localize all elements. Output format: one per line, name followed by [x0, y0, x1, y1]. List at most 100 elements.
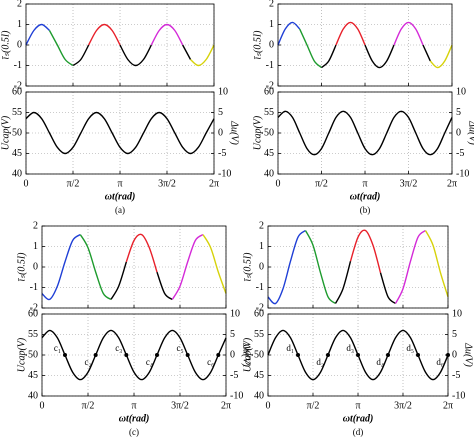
x-tick-label: 2π — [221, 401, 231, 412]
y-tick-label: -2 — [30, 303, 38, 314]
y-tick-label: 45 — [28, 370, 38, 381]
x-axis-label: ωt(rad) — [343, 414, 374, 425]
point-label: c₃ — [115, 343, 122, 353]
y-tick-label: 0 — [33, 262, 38, 273]
y2-tick-label: 10 — [218, 87, 228, 98]
x-tick-label: 3π/2 — [158, 179, 176, 190]
point-label: c₆ — [207, 357, 214, 367]
y-tick-label: 0 — [259, 262, 264, 273]
y-tick-label: 55 — [28, 329, 38, 340]
y-tick-label: 50 — [12, 128, 22, 139]
y-tick-label: 60 — [254, 309, 264, 320]
caption: (d) — [353, 427, 364, 437]
caption: (c) — [129, 427, 139, 437]
crossing-point — [124, 353, 129, 357]
y-tick-label: 2 — [33, 221, 38, 232]
crossing-point — [356, 353, 361, 357]
y-tick-label: 1 — [17, 19, 22, 30]
curve — [335, 21, 366, 46]
x-tick-label: π — [117, 179, 122, 190]
crossing-point — [295, 353, 300, 357]
curve — [202, 234, 227, 294]
curve — [182, 44, 192, 60]
curve — [364, 44, 395, 69]
y-tick-label: 60 — [28, 309, 38, 320]
point-label: c₂ — [85, 357, 92, 367]
y2-tick-label: 10 — [230, 309, 240, 320]
y-tick-label: -2 — [256, 303, 264, 314]
x-tick-label: π/2 — [67, 179, 80, 190]
y-tick-label: 55 — [264, 107, 274, 118]
y2-axis-label: Δu(V) — [229, 120, 240, 145]
y-axis-label: Ucap(V) — [17, 337, 28, 372]
y-tick-label: 60 — [264, 87, 274, 98]
y-axis-label: īₛ(0.5I) — [253, 30, 264, 60]
x-tick-label: π/2 — [82, 401, 95, 412]
y2-axis-label: Δu(V) — [241, 342, 252, 367]
y-tick-label: 0 — [17, 40, 22, 51]
y-tick-label: 40 — [12, 169, 22, 180]
curve — [422, 44, 431, 62]
y2-tick-label: 5 — [230, 329, 235, 340]
y2-tick-label: 0 — [218, 128, 223, 139]
caption: (b) — [360, 205, 371, 215]
y-tick-label: 2 — [259, 221, 264, 232]
plot-frame — [277, 91, 453, 175]
y-tick-label: 45 — [254, 370, 264, 381]
point-label: d₅ — [406, 343, 414, 353]
y-tick-label: 0 — [269, 40, 274, 51]
y2-tick-label: 10 — [456, 87, 466, 98]
curve — [424, 230, 449, 298]
y2-tick-label: 0 — [456, 128, 461, 139]
curve — [48, 30, 74, 67]
curve — [334, 261, 352, 304]
y-tick-label: 1 — [259, 241, 264, 252]
curve — [119, 44, 152, 67]
y2-tick-label: 5 — [218, 107, 223, 118]
y-tick-label: 2 — [269, 0, 274, 10]
curve — [277, 21, 301, 46]
y-tick-label: 40 — [254, 391, 264, 402]
y2-tick-label: -10 — [456, 169, 469, 180]
y-tick-label: 40 — [28, 391, 38, 402]
y-tick-label: 40 — [264, 169, 274, 180]
x-tick-label: 3π/2 — [400, 179, 418, 190]
x-tick-label: π/2 — [307, 401, 320, 412]
curve — [150, 23, 184, 46]
y2-tick-label: 0 — [230, 350, 235, 361]
y-axis-label: Ucap(V) — [253, 115, 264, 150]
y-axis-label: Ucap(V) — [1, 115, 12, 150]
y-axis-label: īₛ(0.5I) — [17, 252, 28, 282]
y-tick-label: -2 — [14, 81, 22, 92]
plot-frame — [41, 225, 227, 309]
y2-tick-label: 0 — [452, 350, 457, 361]
curve — [321, 44, 337, 69]
curve — [379, 272, 396, 305]
point-label: d₃ — [346, 343, 354, 353]
caption: (a) — [115, 205, 125, 215]
curve — [88, 23, 121, 46]
y-tick-label: -1 — [266, 60, 274, 71]
curve — [171, 233, 204, 300]
y-axis-label: Ucap(V) — [243, 337, 254, 372]
curve — [72, 44, 90, 67]
curve — [267, 229, 306, 305]
point-label: d₄ — [376, 357, 384, 367]
y2-tick-label: -5 — [452, 370, 460, 381]
curve — [41, 329, 227, 381]
y-tick-label: 45 — [12, 148, 22, 159]
y2-tick-label: 5 — [456, 107, 461, 118]
curve — [79, 234, 112, 301]
y2-tick-label: -5 — [230, 370, 238, 381]
x-tick-label: π — [131, 401, 136, 412]
crossing-point — [216, 353, 221, 357]
x-tick-label: π/2 — [315, 179, 328, 190]
curve — [393, 21, 424, 46]
curve — [299, 28, 322, 69]
x-tick-label: 3π/2 — [171, 401, 189, 412]
x-tick-label: π — [355, 401, 360, 412]
y2-tick-label: 5 — [452, 329, 457, 340]
curve — [190, 44, 215, 67]
point-label: d₁ — [286, 343, 294, 353]
